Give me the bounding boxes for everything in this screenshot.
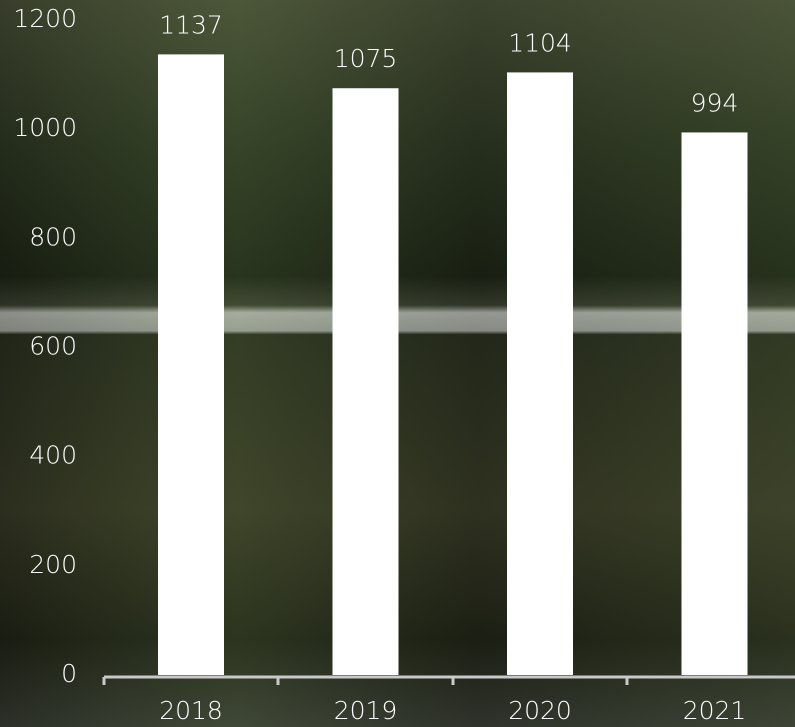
bar: [332, 88, 399, 675]
x-tick-label: 2020: [508, 696, 572, 725]
bar: [507, 72, 573, 675]
x-tick-label: 2018: [159, 696, 223, 725]
y-tick-label: 800: [29, 222, 77, 251]
y-tick-label: 200: [29, 550, 77, 579]
value-label: 1104: [508, 28, 572, 57]
y-tick-label: 600: [29, 332, 77, 361]
y-tick-label: 1000: [13, 113, 77, 142]
bar: [158, 54, 224, 675]
value-label: 1137: [159, 10, 223, 39]
value-label: 994: [691, 88, 739, 117]
y-tick-label: 1200: [13, 4, 77, 33]
x-tick-label: 2019: [334, 696, 398, 725]
x-tick-label: 2021: [683, 696, 747, 725]
y-tick-label: 400: [29, 441, 77, 470]
value-label: 1075: [334, 44, 398, 73]
x-axis: [102, 675, 795, 685]
bar: [681, 132, 748, 676]
y-tick-label: 0: [61, 659, 77, 688]
